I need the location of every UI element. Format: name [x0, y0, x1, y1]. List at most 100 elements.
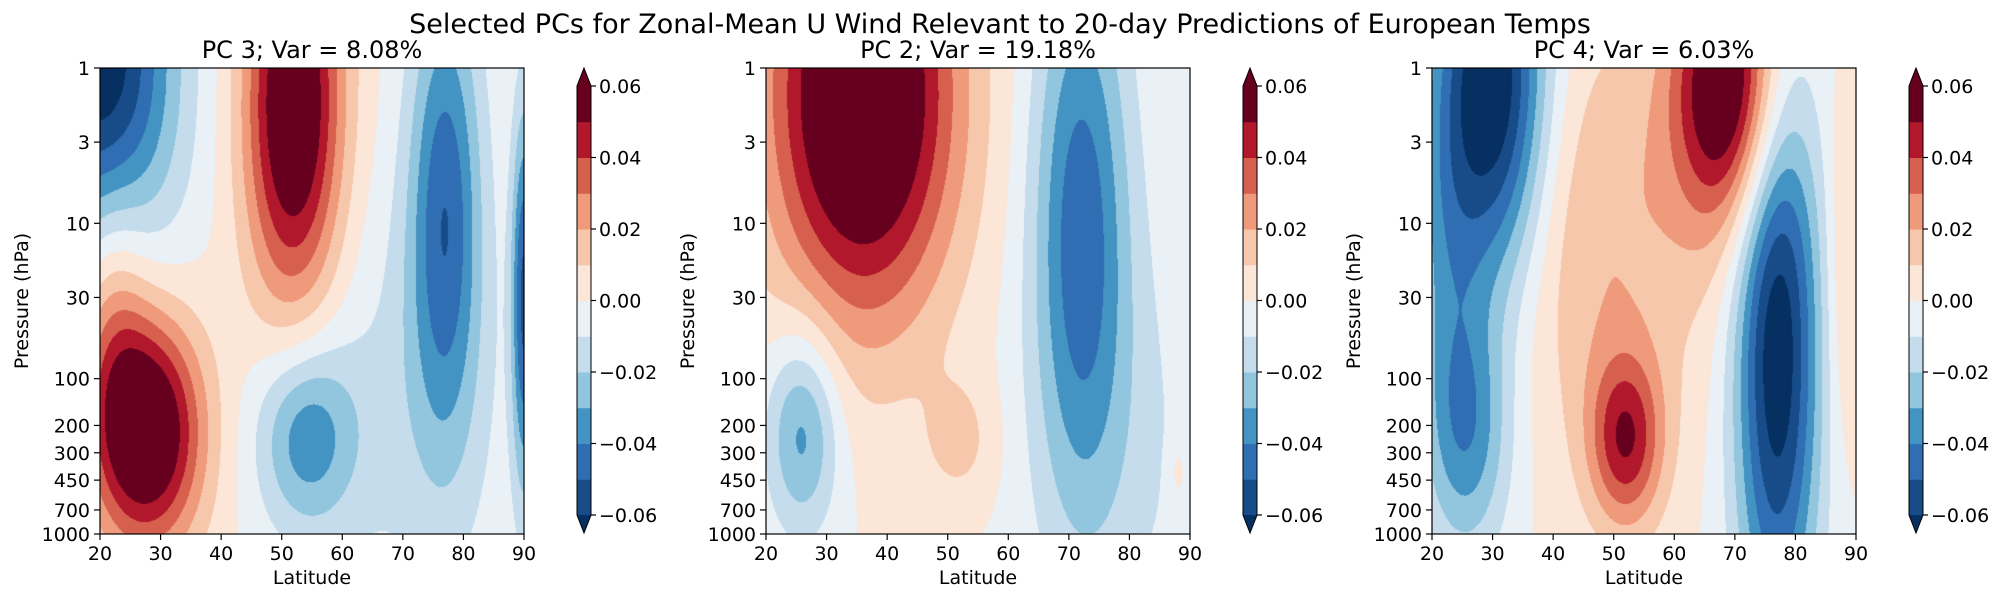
y-tick-label: 1 — [744, 58, 756, 80]
colorbar-segment — [1243, 479, 1257, 516]
x-tick-label: 50 — [1602, 543, 1626, 565]
contour-field — [1432, 68, 1856, 534]
colorbar-tick-label: 0.00 — [599, 291, 641, 313]
y-tick-label: 3 — [744, 132, 756, 154]
y-tick-label: 700 — [1386, 500, 1422, 522]
colorbar-tick-label: 0.04 — [1265, 148, 1307, 170]
x-tick-label: 20 — [1420, 543, 1444, 565]
y-tick-label: 200 — [720, 415, 756, 437]
contour-field — [100, 68, 524, 534]
x-tick-label: 20 — [88, 543, 112, 565]
colorbar-segment — [1243, 372, 1257, 409]
y-axis-label: Pressure (hPa) — [1343, 233, 1365, 369]
colorbar-segment — [1243, 121, 1257, 158]
colorbar-segment — [1909, 407, 1923, 444]
colorbar-segment — [577, 86, 591, 123]
colorbar-tick-label: −0.02 — [1265, 362, 1323, 384]
x-tick-label: 70 — [1057, 543, 1081, 565]
colorbar-segment — [577, 193, 591, 230]
y-tick-label: 1 — [78, 58, 90, 80]
colorbar-segment — [1243, 264, 1257, 301]
colorbar-tick-label: −0.02 — [1931, 362, 1989, 384]
colorbar-tick-label: 0.00 — [1931, 291, 1973, 313]
x-tick-label: 30 — [814, 543, 838, 565]
x-tick-label: 60 — [1662, 543, 1686, 565]
y-tick-label: 10 — [732, 213, 756, 235]
y-tick-label: 1000 — [708, 524, 756, 546]
colorbar-extend-top — [1243, 68, 1257, 86]
colorbar-tick-label: −0.04 — [1265, 434, 1323, 456]
y-tick-label: 1 — [1410, 58, 1422, 80]
colorbar-segment — [1243, 193, 1257, 230]
y-tick-label: 30 — [1398, 287, 1422, 309]
y-tick-label: 200 — [54, 415, 90, 437]
y-tick-label: 10 — [1398, 213, 1422, 235]
x-tick-label: 30 — [148, 543, 172, 565]
colorbar-tick-label: −0.02 — [599, 362, 657, 384]
colorbar-tick-label: 0.06 — [1931, 76, 1973, 98]
x-tick-label: 80 — [1783, 543, 1807, 565]
figure-title: Selected PCs for Zonal-Mean U Wind Relev… — [409, 9, 1591, 40]
y-tick-label: 3 — [78, 132, 90, 154]
colorbar-segment — [577, 372, 591, 409]
colorbar-tick-label: 0.02 — [1265, 219, 1307, 241]
colorbar-extend-top — [577, 68, 591, 86]
colorbar-segment — [1909, 193, 1923, 230]
x-tick-label: 40 — [875, 543, 899, 565]
colorbar-segment — [577, 479, 591, 516]
colorbar-segment — [1909, 300, 1923, 337]
colorbar-segment — [1243, 300, 1257, 337]
y-tick-label: 450 — [54, 470, 90, 492]
colorbar-tick-label: −0.06 — [1265, 505, 1323, 527]
colorbar-segment — [1909, 229, 1923, 266]
colorbar-segment — [1909, 264, 1923, 301]
x-tick-label: 80 — [1117, 543, 1141, 565]
x-tick-label: 80 — [451, 543, 475, 565]
y-axis-label: Pressure (hPa) — [11, 233, 33, 369]
colorbar-tick-label: 0.02 — [599, 219, 641, 241]
colorbar-segment — [577, 121, 591, 158]
y-tick-label: 700 — [54, 500, 90, 522]
y-tick-label: 30 — [66, 287, 90, 309]
x-tick-label: 50 — [936, 543, 960, 565]
y-tick-label: 100 — [54, 369, 90, 391]
contour-field — [766, 68, 1190, 534]
plot-frame — [765, 67, 1191, 535]
colorbar: −0.06 −0.04 −0.02 0.00 0.02 0.04 0.06 — [1908, 66, 1989, 535]
y-tick-label: 100 — [1386, 369, 1422, 391]
colorbar-tick-label: −0.04 — [1931, 434, 1989, 456]
colorbar-segment — [1243, 86, 1257, 123]
y-tick-label: 1000 — [1374, 524, 1422, 546]
colorbar: −0.06 −0.04 −0.02 0.00 0.02 0.04 0.06 — [1242, 66, 1323, 535]
colorbar-segment — [1243, 407, 1257, 444]
colorbar-segment — [1909, 121, 1923, 158]
colorbar-segment — [1243, 336, 1257, 373]
x-tick-label: 90 — [1178, 543, 1202, 565]
colorbar-extend-top — [1909, 68, 1923, 86]
colorbar-segment — [577, 229, 591, 266]
y-tick-label: 3 — [1410, 132, 1422, 154]
panel-1: PC 3; Var = 8.08% 20 30 40 50 60 70 80 90 Latitud… — [11, 36, 657, 589]
colorbar-tick-label: −0.06 — [599, 505, 657, 527]
x-tick-label: 70 — [391, 543, 415, 565]
plot-frame — [1431, 67, 1857, 535]
colorbar-segment — [577, 157, 591, 194]
y-tick-label: 450 — [1386, 470, 1422, 492]
panel-3: PC 4; Var = 6.03% 20 30 40 50 60 70 80 90 Latitud… — [1343, 36, 1989, 589]
x-axis-label: Latitude — [939, 567, 1017, 589]
x-tick-label: 30 — [1480, 543, 1504, 565]
colorbar-tick-label: 0.06 — [1265, 76, 1307, 98]
colorbar-tick-label: 0.04 — [599, 148, 641, 170]
colorbar-segment — [577, 443, 591, 480]
panel-2: PC 2; Var = 19.18% 20 30 40 50 60 70 80 90 Latitu… — [677, 36, 1323, 589]
panel-title: PC 4; Var = 6.03% — [1534, 36, 1755, 64]
colorbar-segment — [577, 300, 591, 337]
x-tick-label: 90 — [512, 543, 536, 565]
colorbar-segment — [577, 336, 591, 373]
colorbar-tick-label: 0.00 — [1265, 291, 1307, 313]
colorbar-extend-bottom — [1243, 515, 1257, 533]
colorbar-segment — [1909, 372, 1923, 409]
colorbar-segment — [1243, 443, 1257, 480]
x-tick-label: 20 — [754, 543, 778, 565]
x-tick-label: 60 — [330, 543, 354, 565]
